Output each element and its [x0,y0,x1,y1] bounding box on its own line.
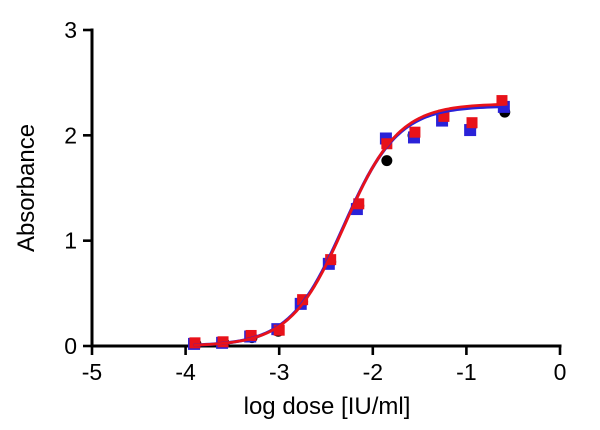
data-point-red-squares [353,198,365,210]
x-tick-label: -1 [456,359,476,385]
x-tick-label: -4 [175,359,196,385]
data-point-red-squares [189,337,201,349]
chart-plot-area: -5 -4 -3 -2 -1 0 0 1 2 3 [64,17,566,385]
x-tick-label: -3 [269,359,289,385]
data-point-red-squares [273,324,285,336]
x-tick-label: 0 [554,359,567,385]
data-point-red-squares [381,138,393,150]
fit-curve-blue-4pl-fit [193,104,508,347]
data-point-red-squares [438,110,450,122]
data-point-red-squares [245,329,257,341]
axes-frame [90,28,562,348]
y-axis-label: Absorbance [13,124,40,252]
x-axis-label: log dose [IU/ml] [244,393,411,420]
data-point-red-squares [409,126,421,138]
x-tick-label: -2 [363,359,383,385]
data-point-red-squares [466,117,478,129]
y-tick-label: 1 [64,228,77,254]
data-point-red-squares [297,294,309,306]
x-tick-label: -5 [82,359,102,385]
data-point-red-squares [496,95,508,107]
y-tick-label: 0 [64,333,77,359]
data-point-red-squares [325,254,337,266]
y-tick-label: 2 [64,122,77,148]
fit-curve-red-4pl-fit [193,102,508,347]
y-tick-label: 3 [64,17,77,43]
data-point-black-circles [381,155,393,167]
